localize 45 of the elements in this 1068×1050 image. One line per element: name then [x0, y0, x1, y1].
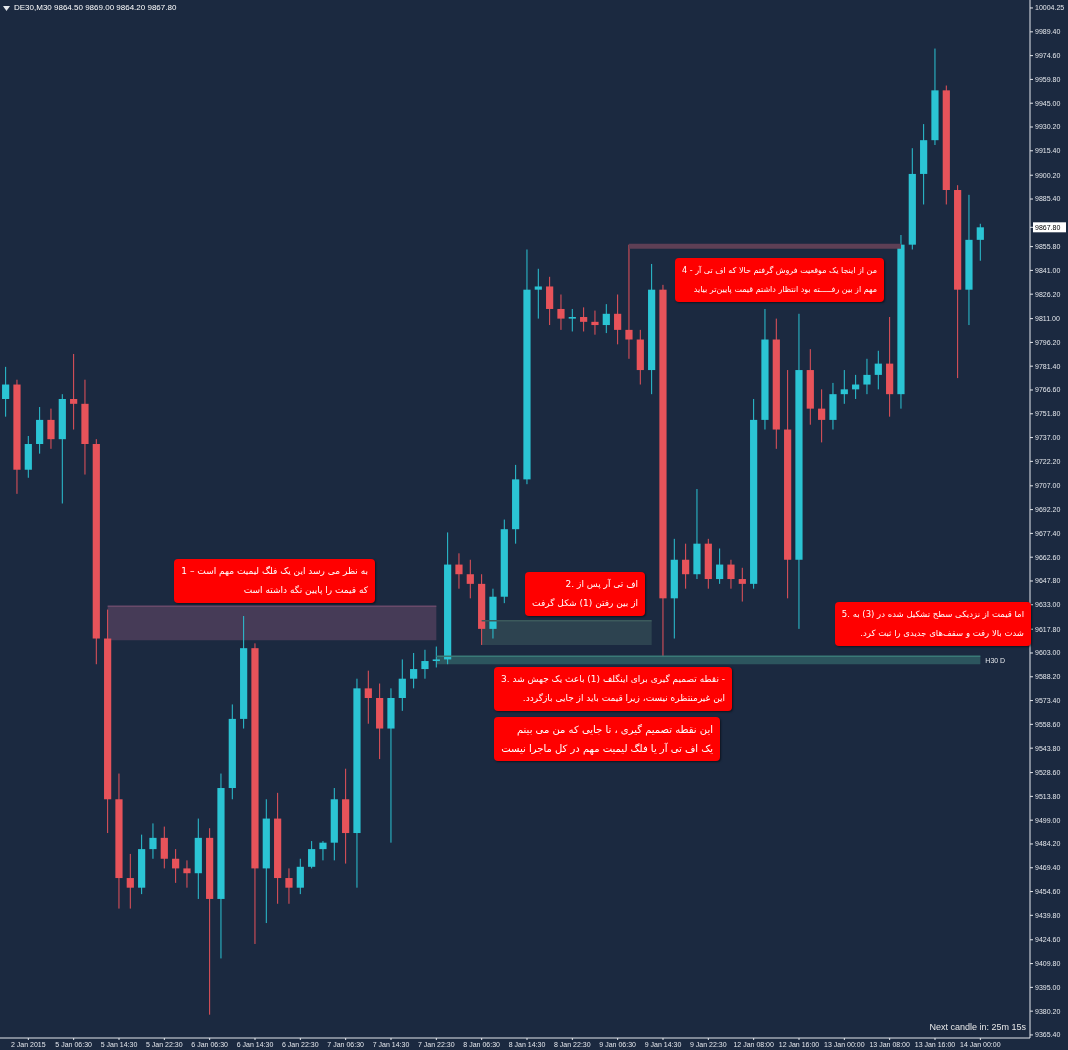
candlestick	[308, 840, 316, 869]
annotation: اف تی آر پس از .2 از بین رفتن (1) شکل گرفت	[525, 572, 645, 616]
candlestick	[149, 822, 157, 860]
candlestick	[546, 276, 554, 326]
candlestick	[727, 559, 735, 590]
candlestick	[682, 543, 690, 590]
candlestick	[534, 268, 542, 320]
annotation: به نظر می رسد این یک فلگ لیمیت مهم است – 1 که قیمت را پایین نگه داشته است	[174, 559, 375, 603]
candlestick	[421, 649, 429, 680]
candlestick	[285, 867, 293, 905]
text: من از اینجا یک موقعیت فروش گرفتم حالا که اف تی آر - 4 مهم از بین رفـــــته بود انتظار داشتم قیمت پایین‌تر بیاید	[682, 266, 877, 294]
annotation: این نقطه تصمیم گیری ، تا جایی که من می بینم یک اف تی آر یا فلگ لیمیت مهم در کل ماجرا نیست	[494, 717, 720, 761]
candlestick	[70, 353, 78, 431]
candlestick	[296, 858, 304, 895]
candlestick	[160, 826, 168, 869]
candlestick	[455, 552, 463, 590]
candlestick	[172, 848, 180, 884]
candlestick	[591, 310, 599, 336]
annotation: اما قیمت از نزدیکی سطح تشکیل شده در (3) به .5 شدت بالا رفت و سقف‌های جدیدی را ثبت کرد.	[834, 602, 1031, 646]
candlestick	[183, 859, 191, 889]
candlestick	[47, 408, 55, 450]
candlestick	[319, 840, 327, 861]
candlestick	[580, 306, 588, 332]
candlestick	[2, 366, 10, 418]
chart-title: DE30,M30 9864.50 9869.00 9864.20 9867.80	[14, 3, 177, 13]
candlestick	[738, 567, 746, 603]
candlestick	[568, 308, 576, 332]
candlestick	[398, 658, 406, 712]
candlestick	[602, 303, 610, 334]
candlestick	[874, 350, 882, 390]
candlestick	[364, 670, 372, 725]
annotation: Next candle in: 25m 15s	[929, 1022, 1026, 1032]
candlestick	[466, 559, 474, 599]
candlestick	[432, 646, 440, 668]
candlestick	[716, 548, 724, 585]
candlestick	[557, 294, 565, 331]
candlestick	[818, 388, 826, 443]
candlestick	[976, 223, 984, 262]
candlestick	[863, 358, 871, 395]
candlestick	[625, 244, 633, 360]
annotation: - نقطه تصمیم گیری برای اینگلف (1) باعث یک جهش شد .3 این غیرمنتظره نیست، زیرا قیمت باید از جایی بازگردد.	[493, 667, 732, 711]
candlestick	[840, 369, 848, 405]
candlestick	[614, 294, 622, 345]
candlestick	[410, 652, 418, 689]
candlestick	[126, 853, 134, 910]
